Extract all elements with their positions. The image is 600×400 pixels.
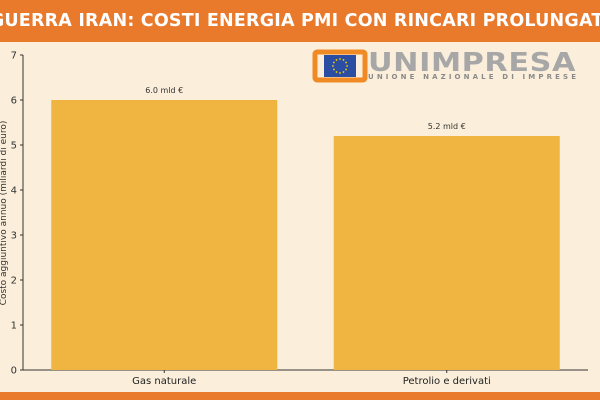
eu-star [342, 71, 345, 73]
bar [333, 136, 560, 370]
eu-star [335, 59, 338, 61]
bars: 6.0 mld € 5.2 mld € [51, 86, 560, 370]
eu-star [346, 65, 348, 67]
unimpresa-logo: UNIMPRESA UNIONE NAZIONALE DI IMPRESE [312, 48, 576, 83]
y-tick-label: 2 [11, 276, 17, 287]
y-tick-label: 5 [11, 141, 17, 152]
title-banner: GUERRA IRAN: COSTI ENERGIA PMI CON RINCA… [0, 0, 600, 42]
bar [51, 100, 278, 370]
y-tick-label: 4 [11, 186, 17, 197]
logo-name: UNIMPRESA [368, 48, 576, 78]
eu-star [339, 58, 341, 60]
y-tick-label: 7 [11, 51, 17, 62]
bar-chart: Costo aggiuntivo annuo (miliardi di euro… [0, 48, 588, 387]
y-tick-label: 0 [11, 366, 17, 377]
y-tick-label: 3 [11, 231, 17, 242]
eu-star [335, 71, 338, 73]
x-tick-label: Petrolio e derivati [403, 376, 491, 387]
y-tick-label: 1 [11, 321, 17, 332]
logo-frame-icon [312, 49, 368, 83]
data-label: 6.0 mld € [145, 86, 183, 95]
eu-stars-icon [332, 58, 348, 74]
chart-title: GUERRA IRAN: COSTI ENERGIA PMI CON RINCA… [0, 11, 600, 31]
logo-tagline: UNIONE NAZIONALE DI IMPRESE [368, 73, 576, 81]
eu-star [345, 61, 347, 64]
y-axis-label: Costo aggiuntivo annuo (miliardi di euro… [0, 121, 9, 306]
bottom-bar [0, 392, 600, 400]
data-label: 5.2 mld € [428, 122, 466, 131]
eu-star [332, 65, 334, 67]
eu-star [333, 68, 335, 71]
eu-flag-icon [324, 55, 356, 77]
eu-star [333, 61, 335, 64]
eu-star [342, 59, 345, 61]
eu-star [345, 68, 347, 71]
eu-star [339, 72, 341, 74]
y-tick-label: 6 [11, 96, 17, 107]
x-tick-label: Gas naturale [132, 376, 196, 387]
